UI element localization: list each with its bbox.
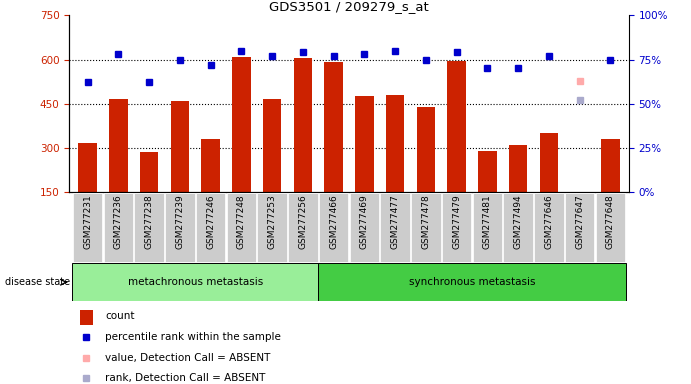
Text: disease state: disease state	[6, 277, 70, 287]
Bar	[201, 139, 220, 192]
Bar	[80, 310, 93, 324]
Text: GSM277238: GSM277238	[144, 194, 153, 249]
FancyBboxPatch shape	[227, 193, 256, 262]
Bar	[355, 96, 374, 192]
Text: GSM277477: GSM277477	[390, 194, 399, 249]
Text: synchronous metastasis: synchronous metastasis	[408, 277, 536, 287]
Bar	[417, 107, 435, 192]
Bar	[540, 133, 558, 192]
FancyBboxPatch shape	[319, 193, 348, 262]
FancyBboxPatch shape	[350, 193, 379, 262]
FancyBboxPatch shape	[380, 193, 410, 262]
Text: count: count	[106, 311, 135, 321]
Bar	[109, 99, 128, 192]
Text: GSM277646: GSM277646	[545, 194, 553, 249]
Bar	[140, 152, 158, 192]
FancyBboxPatch shape	[104, 193, 133, 262]
Text: GSM277246: GSM277246	[206, 194, 215, 249]
Text: GSM277647: GSM277647	[575, 194, 584, 249]
FancyBboxPatch shape	[534, 193, 564, 262]
Bar	[294, 58, 312, 192]
Bar	[171, 101, 189, 192]
Text: GSM277253: GSM277253	[267, 194, 276, 249]
FancyBboxPatch shape	[73, 193, 102, 262]
FancyBboxPatch shape	[288, 193, 318, 262]
Text: metachronous metastasis: metachronous metastasis	[128, 277, 263, 287]
Bar	[478, 151, 497, 192]
FancyBboxPatch shape	[134, 193, 164, 262]
Bar	[509, 145, 527, 192]
FancyBboxPatch shape	[411, 193, 441, 262]
Bar	[78, 144, 97, 192]
Text: GSM277494: GSM277494	[513, 194, 522, 249]
Text: GSM277231: GSM277231	[83, 194, 92, 249]
Bar	[447, 61, 466, 192]
Bar	[232, 56, 251, 192]
Text: GSM277481: GSM277481	[483, 194, 492, 249]
Text: GSM277248: GSM277248	[237, 194, 246, 249]
Bar	[72, 263, 318, 301]
Text: GSM277469: GSM277469	[360, 194, 369, 249]
FancyBboxPatch shape	[596, 193, 625, 262]
Text: GSM277236: GSM277236	[114, 194, 123, 249]
FancyBboxPatch shape	[165, 193, 195, 262]
FancyBboxPatch shape	[257, 193, 287, 262]
Text: GSM277256: GSM277256	[299, 194, 307, 249]
Bar	[318, 263, 626, 301]
Text: rank, Detection Call = ABSENT: rank, Detection Call = ABSENT	[106, 373, 266, 383]
Bar	[601, 139, 620, 192]
FancyBboxPatch shape	[473, 193, 502, 262]
Text: GSM277648: GSM277648	[606, 194, 615, 249]
FancyBboxPatch shape	[565, 193, 594, 262]
FancyBboxPatch shape	[442, 193, 471, 262]
Bar	[386, 95, 404, 192]
Title: GDS3501 / 209279_s_at: GDS3501 / 209279_s_at	[269, 0, 429, 13]
Bar	[324, 63, 343, 192]
Text: GSM277479: GSM277479	[452, 194, 461, 249]
Text: GSM277478: GSM277478	[422, 194, 430, 249]
Text: percentile rank within the sample: percentile rank within the sample	[106, 332, 281, 342]
Bar	[263, 99, 281, 192]
Text: GSM277239: GSM277239	[176, 194, 184, 249]
Text: GSM277466: GSM277466	[329, 194, 338, 249]
FancyBboxPatch shape	[196, 193, 225, 262]
FancyBboxPatch shape	[503, 193, 533, 262]
Text: value, Detection Call = ABSENT: value, Detection Call = ABSENT	[106, 353, 271, 362]
